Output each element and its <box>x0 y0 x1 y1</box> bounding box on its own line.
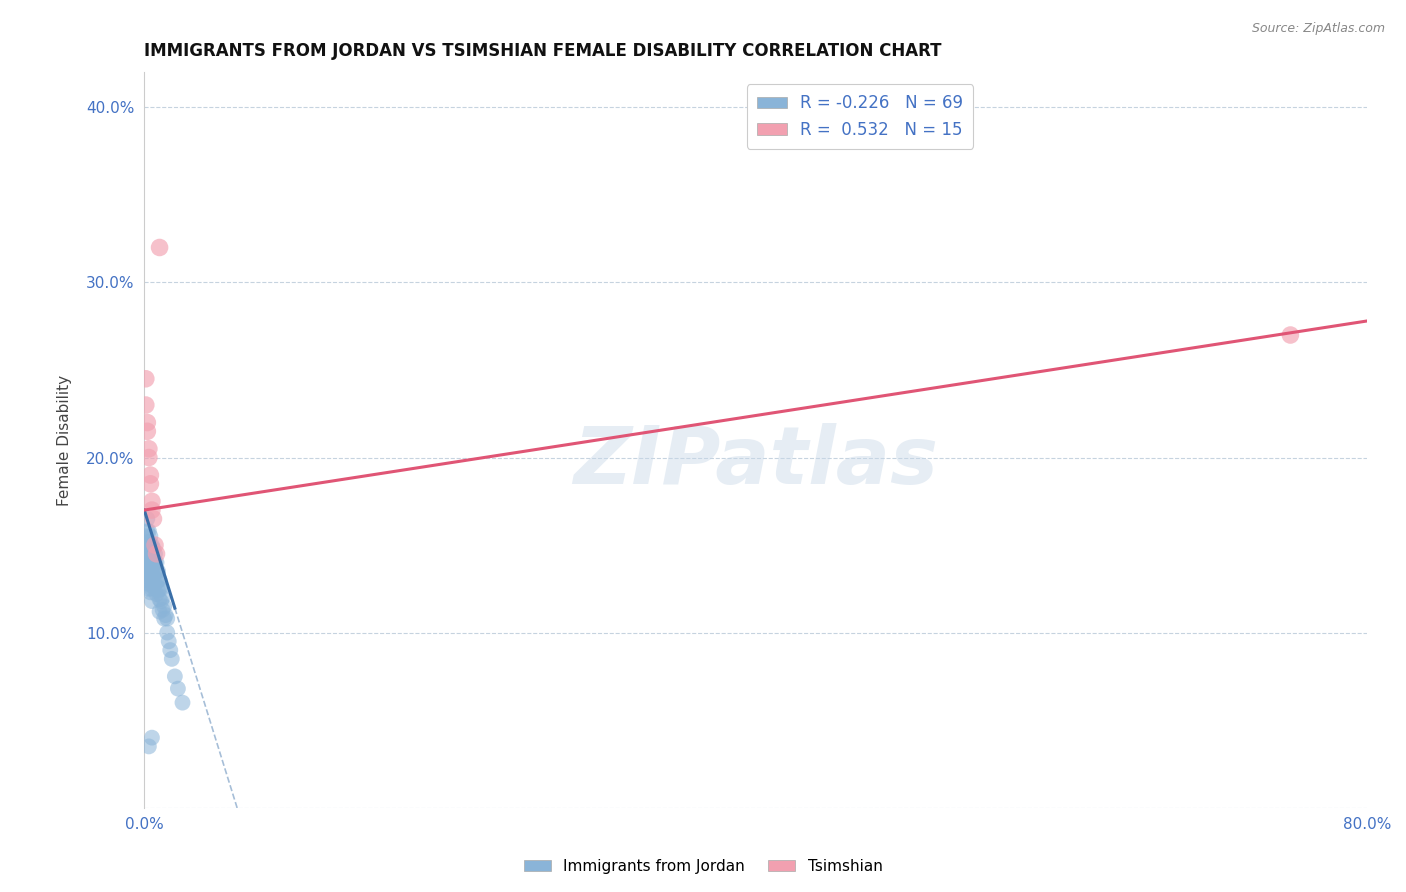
Point <box>146 573 169 587</box>
Point <box>143 556 166 570</box>
Point <box>141 573 163 587</box>
Point <box>152 591 174 605</box>
Point <box>145 565 167 579</box>
Point <box>139 529 162 543</box>
Point <box>138 541 160 556</box>
Point <box>139 573 162 587</box>
Point <box>141 565 163 579</box>
Point <box>145 556 167 570</box>
Point <box>153 612 176 626</box>
Legend: Immigrants from Jordan, Tsimshian: Immigrants from Jordan, Tsimshian <box>517 853 889 880</box>
Point <box>136 563 159 577</box>
Point <box>141 582 163 596</box>
Point <box>136 538 159 552</box>
Point <box>139 476 162 491</box>
Point <box>141 543 163 558</box>
Point <box>142 512 165 526</box>
Point <box>145 547 167 561</box>
Point <box>142 580 165 594</box>
Point <box>136 524 159 538</box>
Point <box>138 550 160 565</box>
Point <box>160 652 183 666</box>
Point <box>150 582 173 596</box>
Point <box>141 594 163 608</box>
Point <box>142 541 165 556</box>
Point <box>136 552 159 566</box>
Point <box>139 565 162 579</box>
Point <box>135 559 157 574</box>
Point <box>135 547 157 561</box>
Point <box>135 529 157 543</box>
Point <box>135 372 157 386</box>
Point <box>136 416 159 430</box>
Point <box>148 240 170 254</box>
Point <box>138 739 160 754</box>
Point <box>141 538 163 552</box>
Point <box>141 731 163 745</box>
Point <box>136 425 159 439</box>
Point <box>143 538 166 552</box>
Point <box>141 558 163 572</box>
Text: Source: ZipAtlas.com: Source: ZipAtlas.com <box>1251 22 1385 36</box>
Point <box>163 669 186 683</box>
Point <box>1279 328 1302 343</box>
Point <box>145 587 167 601</box>
Point <box>136 576 159 591</box>
Point <box>142 552 165 566</box>
Point <box>143 566 166 580</box>
Point <box>141 503 163 517</box>
Legend: R = -0.226   N = 69, R =  0.532   N = 15: R = -0.226 N = 69, R = 0.532 N = 15 <box>747 85 973 149</box>
Point <box>138 442 160 456</box>
Point <box>139 585 162 599</box>
Point <box>139 538 162 552</box>
Point <box>148 573 170 587</box>
Point <box>142 569 165 583</box>
Point <box>148 582 170 596</box>
Point <box>155 608 177 623</box>
Point <box>159 643 181 657</box>
Point <box>148 605 170 619</box>
Point <box>157 634 180 648</box>
Point <box>148 592 170 607</box>
Point <box>152 603 174 617</box>
Point <box>141 550 163 565</box>
Point <box>135 398 157 412</box>
Point <box>139 547 162 561</box>
Point <box>138 559 160 574</box>
Point <box>150 594 173 608</box>
Y-axis label: Female Disability: Female Disability <box>58 375 72 506</box>
Point <box>138 450 160 465</box>
Point <box>141 494 163 508</box>
Point <box>143 547 166 561</box>
Point <box>142 561 165 575</box>
Text: IMMIGRANTS FROM JORDAN VS TSIMSHIAN FEMALE DISABILITY CORRELATION CHART: IMMIGRANTS FROM JORDAN VS TSIMSHIAN FEMA… <box>145 42 942 60</box>
Point <box>139 556 162 570</box>
Point <box>143 576 166 591</box>
Point <box>146 565 169 579</box>
Point <box>138 567 160 582</box>
Point <box>156 625 179 640</box>
Point <box>139 468 162 483</box>
Point <box>135 573 157 587</box>
Point <box>153 599 176 614</box>
Text: ZIPatlas: ZIPatlas <box>574 423 938 501</box>
Point <box>136 512 159 526</box>
Point <box>146 583 169 598</box>
Point <box>138 524 160 538</box>
Point <box>172 696 194 710</box>
Point <box>145 574 167 589</box>
Point <box>156 612 179 626</box>
Point <box>167 681 190 696</box>
Point <box>138 582 160 596</box>
Point <box>138 534 160 549</box>
